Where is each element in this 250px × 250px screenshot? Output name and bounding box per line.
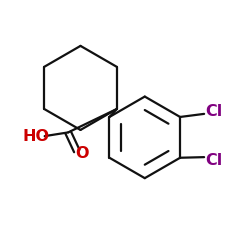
- Text: Cl: Cl: [205, 153, 222, 168]
- Text: Cl: Cl: [205, 104, 222, 119]
- Text: HO: HO: [22, 128, 50, 144]
- Text: O: O: [76, 146, 89, 161]
